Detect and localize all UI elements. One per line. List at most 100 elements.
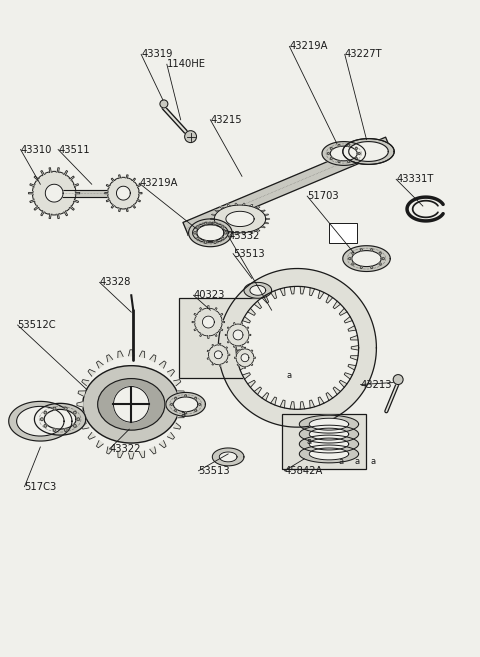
Polygon shape — [166, 392, 205, 417]
Polygon shape — [96, 441, 103, 447]
Circle shape — [360, 249, 362, 251]
Polygon shape — [227, 204, 230, 206]
Polygon shape — [250, 204, 253, 206]
Polygon shape — [125, 175, 128, 179]
Polygon shape — [78, 413, 85, 418]
Text: 53512C: 53512C — [18, 320, 56, 330]
Text: 51703: 51703 — [307, 191, 339, 201]
Polygon shape — [107, 355, 113, 362]
Polygon shape — [168, 369, 175, 376]
Polygon shape — [194, 327, 198, 331]
Polygon shape — [290, 401, 295, 409]
Polygon shape — [63, 210, 68, 215]
Polygon shape — [214, 351, 222, 359]
Circle shape — [355, 158, 357, 160]
Circle shape — [204, 222, 207, 225]
Polygon shape — [309, 438, 349, 450]
Ellipse shape — [83, 366, 180, 443]
Polygon shape — [265, 218, 270, 219]
Polygon shape — [237, 336, 244, 340]
Circle shape — [44, 424, 47, 427]
Polygon shape — [69, 176, 74, 181]
FancyBboxPatch shape — [329, 223, 357, 242]
Polygon shape — [248, 308, 255, 315]
Polygon shape — [33, 171, 76, 215]
Polygon shape — [225, 333, 228, 336]
Circle shape — [214, 241, 216, 243]
Polygon shape — [129, 453, 134, 459]
Polygon shape — [300, 286, 305, 294]
Polygon shape — [54, 190, 120, 196]
Polygon shape — [264, 214, 268, 215]
Polygon shape — [34, 206, 39, 210]
Circle shape — [185, 131, 196, 143]
Polygon shape — [300, 425, 359, 443]
Polygon shape — [49, 168, 52, 173]
Polygon shape — [117, 186, 130, 200]
Polygon shape — [243, 348, 247, 350]
Polygon shape — [88, 369, 95, 376]
Circle shape — [194, 397, 197, 399]
Polygon shape — [264, 222, 268, 224]
Polygon shape — [139, 191, 142, 195]
Polygon shape — [119, 208, 121, 212]
Polygon shape — [218, 343, 221, 346]
Polygon shape — [290, 286, 295, 294]
Circle shape — [371, 266, 373, 269]
Circle shape — [225, 231, 227, 234]
Text: 43332: 43332 — [228, 231, 260, 241]
Polygon shape — [343, 139, 394, 164]
Polygon shape — [271, 397, 276, 405]
Circle shape — [53, 428, 56, 432]
Text: 43227T: 43227T — [345, 49, 383, 59]
Polygon shape — [227, 231, 230, 234]
Polygon shape — [237, 355, 244, 360]
Polygon shape — [214, 333, 217, 336]
Polygon shape — [254, 387, 262, 395]
Polygon shape — [168, 432, 175, 440]
Polygon shape — [219, 327, 223, 331]
Polygon shape — [220, 229, 224, 231]
Polygon shape — [45, 184, 63, 202]
Polygon shape — [310, 288, 314, 296]
Circle shape — [53, 407, 56, 410]
Circle shape — [338, 160, 340, 162]
Text: 40323: 40323 — [193, 290, 225, 300]
Polygon shape — [236, 349, 254, 367]
Polygon shape — [107, 447, 113, 454]
Polygon shape — [241, 353, 249, 362]
Polygon shape — [63, 171, 68, 176]
Polygon shape — [183, 137, 391, 235]
Circle shape — [330, 158, 332, 160]
Polygon shape — [236, 346, 243, 350]
Polygon shape — [56, 214, 60, 219]
Polygon shape — [333, 301, 340, 309]
Text: a: a — [371, 457, 376, 466]
Circle shape — [44, 411, 47, 414]
Polygon shape — [344, 373, 352, 379]
Polygon shape — [225, 347, 228, 350]
Polygon shape — [214, 205, 266, 233]
Polygon shape — [227, 340, 230, 343]
Polygon shape — [243, 366, 247, 369]
Polygon shape — [239, 326, 247, 331]
Polygon shape — [207, 357, 210, 359]
Polygon shape — [254, 301, 262, 309]
Polygon shape — [174, 380, 181, 386]
Circle shape — [204, 241, 207, 243]
Polygon shape — [244, 283, 272, 298]
Polygon shape — [322, 142, 366, 166]
Polygon shape — [280, 400, 285, 408]
Ellipse shape — [97, 378, 165, 430]
Polygon shape — [261, 226, 265, 228]
Text: 43219A: 43219A — [289, 41, 328, 51]
Text: 43319: 43319 — [141, 49, 173, 59]
Polygon shape — [326, 393, 333, 401]
Polygon shape — [239, 365, 247, 370]
Circle shape — [371, 249, 373, 251]
Text: a: a — [354, 457, 359, 466]
Text: 517C3: 517C3 — [24, 482, 57, 491]
Circle shape — [170, 403, 173, 405]
Polygon shape — [235, 203, 238, 205]
Polygon shape — [30, 198, 35, 202]
